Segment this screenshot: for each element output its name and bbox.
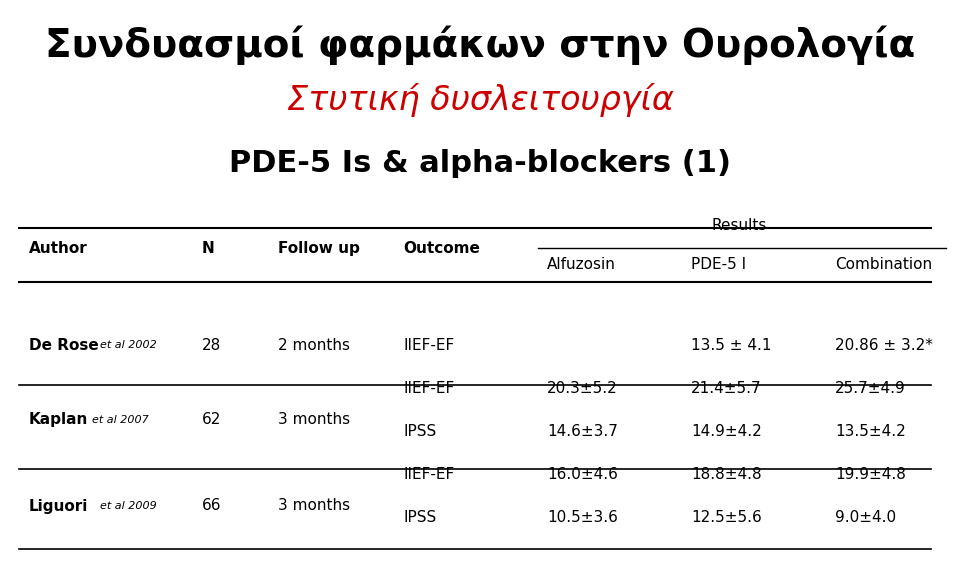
Text: PDE-5 I: PDE-5 I bbox=[691, 257, 746, 272]
Text: 28: 28 bbox=[202, 338, 221, 352]
Text: 3 months: 3 months bbox=[278, 499, 350, 513]
Text: Outcome: Outcome bbox=[403, 242, 480, 256]
Text: N: N bbox=[202, 242, 214, 256]
Text: IPSS: IPSS bbox=[403, 424, 437, 439]
Text: Συνδυασμοί φαρμάκων στην Ουρολογία: Συνδυασμοί φαρμάκων στην Ουρολογία bbox=[45, 26, 915, 66]
Text: 9.0±4.0: 9.0±4.0 bbox=[835, 510, 897, 525]
Text: 13.5±4.2: 13.5±4.2 bbox=[835, 424, 906, 439]
Text: De Rose: De Rose bbox=[29, 338, 99, 352]
Text: 18.8±4.8: 18.8±4.8 bbox=[691, 467, 762, 482]
Text: 14.9±4.2: 14.9±4.2 bbox=[691, 424, 762, 439]
Text: Results: Results bbox=[711, 218, 767, 233]
Text: 2 months: 2 months bbox=[278, 338, 350, 352]
Text: Combination: Combination bbox=[835, 257, 932, 272]
Text: et al 2007: et al 2007 bbox=[92, 415, 149, 425]
Text: 3 months: 3 months bbox=[278, 412, 350, 427]
Text: IIEF-EF: IIEF-EF bbox=[403, 467, 454, 482]
Text: 13.5 ± 4.1: 13.5 ± 4.1 bbox=[691, 338, 772, 352]
Text: Author: Author bbox=[29, 242, 87, 256]
Text: 12.5±5.6: 12.5±5.6 bbox=[691, 510, 762, 525]
Text: 19.9±4.8: 19.9±4.8 bbox=[835, 467, 906, 482]
Text: 20.3±5.2: 20.3±5.2 bbox=[547, 381, 618, 396]
Text: PDE-5 Is & alpha-blockers (1): PDE-5 Is & alpha-blockers (1) bbox=[229, 150, 731, 178]
Text: 25.7±4.9: 25.7±4.9 bbox=[835, 381, 906, 396]
Text: 14.6±3.7: 14.6±3.7 bbox=[547, 424, 618, 439]
Text: Follow up: Follow up bbox=[278, 242, 360, 256]
Text: et al 2002: et al 2002 bbox=[101, 340, 157, 350]
Text: IIEF-EF: IIEF-EF bbox=[403, 338, 454, 352]
Text: 16.0±4.6: 16.0±4.6 bbox=[547, 467, 618, 482]
Text: Kaplan: Kaplan bbox=[29, 412, 88, 427]
Text: 10.5±3.6: 10.5±3.6 bbox=[547, 510, 618, 525]
Text: 62: 62 bbox=[202, 412, 221, 427]
Text: Liguori: Liguori bbox=[29, 499, 88, 513]
Text: 21.4±5.7: 21.4±5.7 bbox=[691, 381, 762, 396]
Text: IPSS: IPSS bbox=[403, 510, 437, 525]
Text: et al 2009: et al 2009 bbox=[101, 501, 157, 511]
Text: 20.86 ± 3.2*: 20.86 ± 3.2* bbox=[835, 338, 933, 352]
Text: Alfuzosin: Alfuzosin bbox=[547, 257, 616, 272]
Text: 66: 66 bbox=[202, 499, 221, 513]
Text: IIEF-EF: IIEF-EF bbox=[403, 381, 454, 396]
Text: Στυτική δυσλειτουργία: Στυτική δυσλειτουργία bbox=[287, 83, 673, 117]
